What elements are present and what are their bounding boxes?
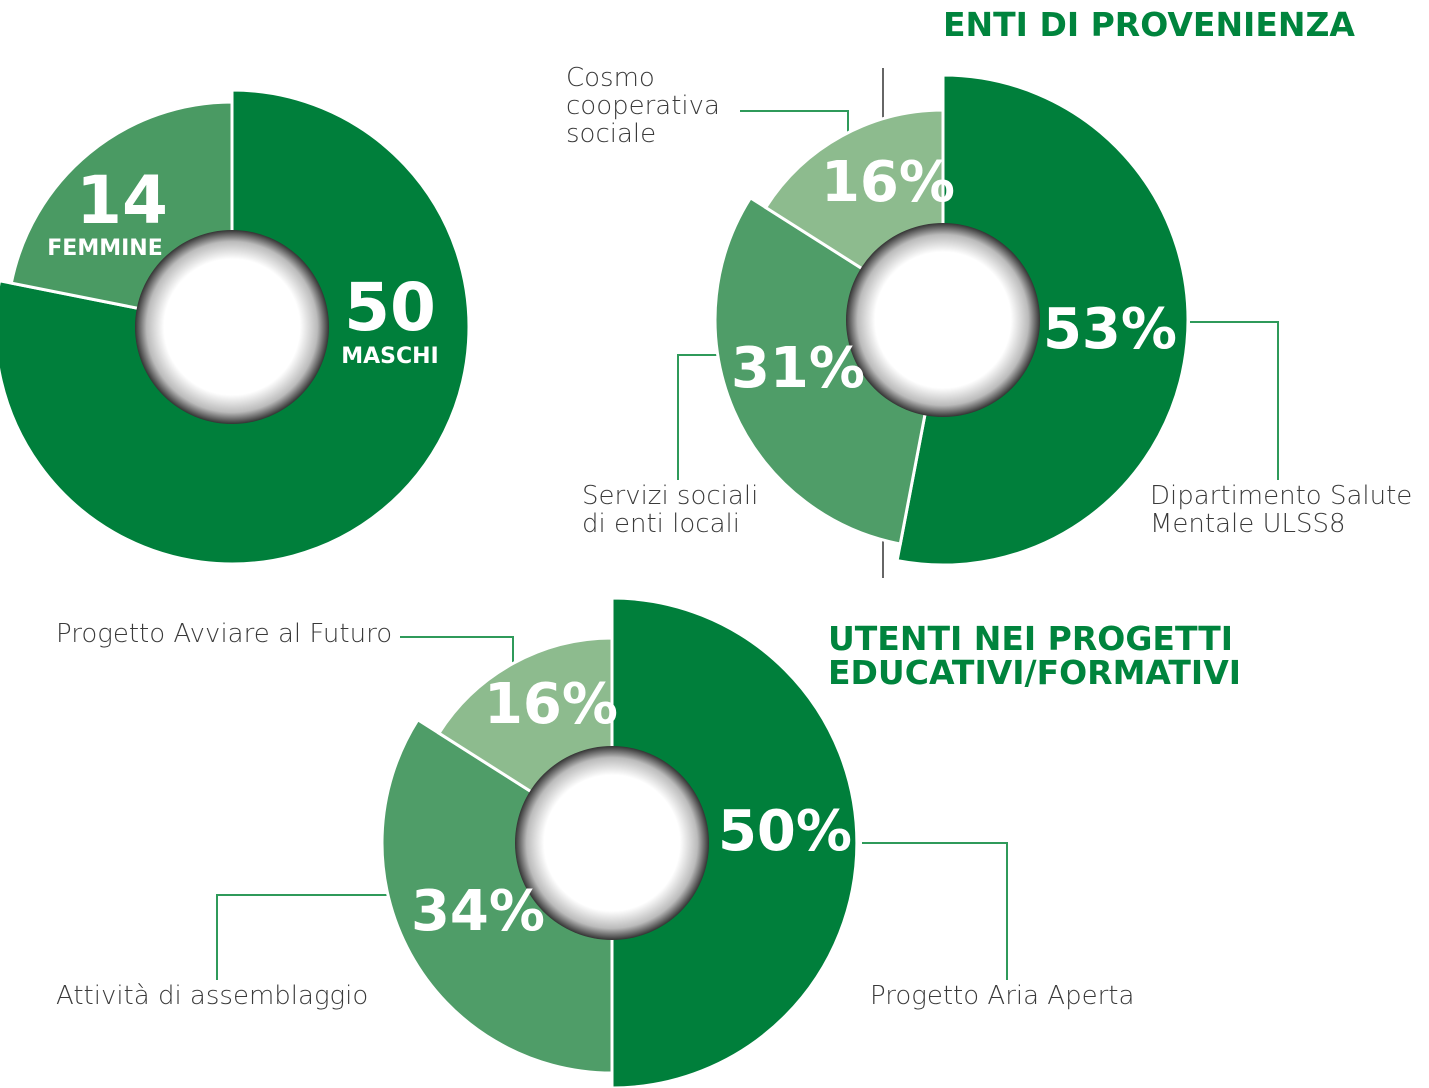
value-label: 34% xyxy=(411,879,545,944)
value-label: 16% xyxy=(821,150,955,215)
leader-line xyxy=(677,354,725,480)
category-label: Cosmo cooperativa sociale xyxy=(566,63,720,149)
leader-line xyxy=(862,842,1008,980)
leader-line xyxy=(400,636,514,665)
leader-line xyxy=(216,894,395,980)
value-label: 14 xyxy=(76,162,168,239)
category-label: MASCHI xyxy=(341,344,439,369)
category-label: FEMMINE xyxy=(47,236,162,261)
donut-hole xyxy=(846,223,1040,417)
category-label: Servizi sociali di enti locali xyxy=(582,481,759,539)
category-label: Dipartimento Salute Mentale ULSS8 xyxy=(1150,481,1413,539)
donut-hole xyxy=(515,746,709,940)
chart-title: ENTI DI PROVENIENZA xyxy=(943,5,1355,44)
category-label: Progetto Aria Aperta xyxy=(870,981,1135,1011)
value-label: 50% xyxy=(718,799,852,864)
chart-title: UTENTI NEI PROGETTI EDUCATIVI/FORMATIVI xyxy=(828,619,1242,692)
value-label: 50 xyxy=(344,269,436,346)
value-label: 53% xyxy=(1043,297,1177,362)
value-label: 31% xyxy=(731,336,865,401)
leader-line xyxy=(740,110,849,140)
category-label: Attività di assemblaggio xyxy=(56,981,369,1011)
category-label: Progetto Avviare al Futuro xyxy=(56,619,393,649)
leader-line xyxy=(1190,321,1279,480)
value-label: 16% xyxy=(484,672,618,737)
donut-hole xyxy=(135,230,329,424)
